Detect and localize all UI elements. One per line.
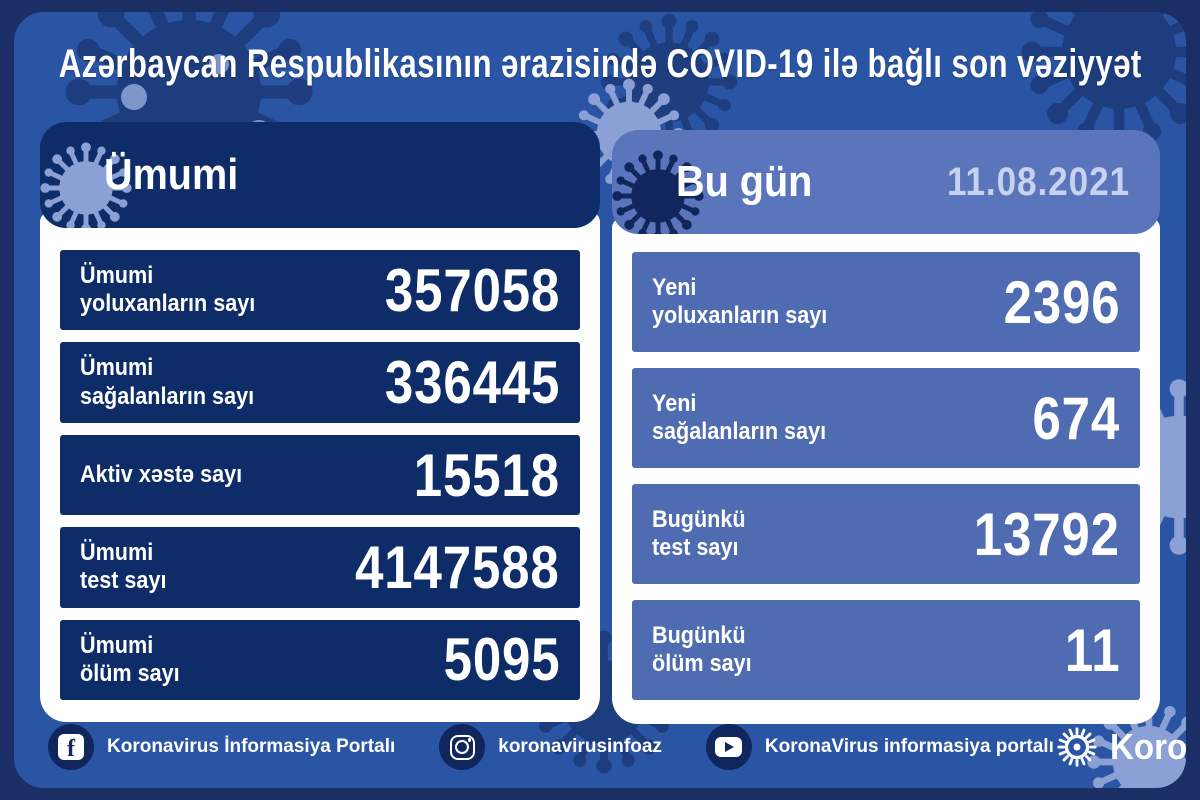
table-row: Bugünkü ölüm sayı 11: [632, 600, 1140, 700]
stat-label: Yeni sağalanların sayı: [652, 389, 827, 445]
youtube-label: KoronaVirus informasiya portalı: [764, 736, 1054, 757]
stat-label: Yeni yoluxanların sayı: [652, 273, 828, 329]
logo-text: KoronaVirus: [1109, 726, 1186, 767]
stat-value: 4147588: [355, 533, 560, 601]
stat-label: Ümumi yoluxanların sayı: [80, 261, 256, 318]
facebook-label: Koronavirus İnformasiya Portalı: [107, 736, 396, 757]
stat-label: Ümumi sağalanların sayı: [80, 354, 255, 410]
table-row: Ümumi sağalanların sayı 336445: [60, 342, 580, 423]
stat-label: Bugünkü test sayı: [652, 505, 746, 561]
totals-panel: Ümumi Ümumi yoluxanların sayı 357058 Ümu…: [40, 122, 600, 722]
table-row: Ümumi ölüm sayı 5095: [60, 619, 580, 701]
facebook-link[interactable]: f Koronavirus İnformasiya Portalı: [48, 724, 395, 770]
table-row: Ümumi yoluxanların sayı 357058: [60, 250, 580, 331]
stat-label: Aktiv xəstə sayı: [80, 460, 243, 488]
table-row: Yeni yoluxanların sayı 2396: [632, 252, 1140, 352]
stat-value: 5095: [443, 626, 560, 694]
page-title: Azərbaycan Respublikasının ərazisində CO…: [58, 42, 1142, 86]
table-row: Aktiv xəstə sayı 15518: [60, 434, 580, 516]
footer: f Koronavirus İnformasiya Portalı korona…: [48, 718, 1186, 776]
stat-value: 11: [1064, 616, 1120, 684]
table-row: Yeni sağalanların sayı 674: [632, 368, 1140, 468]
today-header-label: Bu gün: [676, 157, 813, 206]
stat-value: 13792: [973, 500, 1120, 568]
stat-label: Ümumi test sayı: [80, 539, 167, 595]
instagram-link[interactable]: koronavirusinfoaz: [439, 724, 662, 770]
instagram-label: koronavirusinfoaz: [498, 736, 662, 757]
today-panel: Bu gün 11.08.2021 Yeni yoluxanların sayı…: [612, 130, 1160, 724]
stat-value: 2396: [1003, 268, 1120, 336]
stat-label: Ümumi ölüm sayı: [80, 631, 180, 687]
totals-header: Ümumi: [40, 122, 600, 228]
infographic-panel: Azərbaycan Respublikasının ərazisində CO…: [14, 12, 1186, 788]
totals-body: Ümumi yoluxanların sayı 357058 Ümumi sağ…: [40, 212, 600, 722]
youtube-icon: [705, 724, 752, 770]
stat-value: 674: [1032, 384, 1120, 452]
stat-value: 357058: [384, 256, 560, 324]
table-row: Bugünkü test sayı 13792: [632, 484, 1140, 584]
totals-header-label: Ümumi: [104, 150, 239, 199]
stat-value: 336445: [384, 349, 560, 417]
today-body: Yeni yoluxanların sayı 2396 Yeni sağalan…: [612, 218, 1160, 724]
stat-value: 15518: [413, 441, 560, 509]
youtube-link[interactable]: KoronaVirus informasiya portalı: [705, 724, 1054, 770]
table-row: Ümumi test sayı 4147588: [60, 527, 580, 608]
today-header: Bu gün 11.08.2021: [612, 130, 1160, 234]
report-date: 11.08.2021: [946, 159, 1130, 204]
koronavirus-info-logo: KoronaVirus info: [1054, 724, 1186, 770]
stat-label: Bugünkü ölüm sayı: [652, 621, 752, 677]
instagram-icon: [439, 724, 486, 770]
facebook-icon: f: [48, 724, 94, 770]
virus-logo-icon: [1057, 727, 1097, 767]
